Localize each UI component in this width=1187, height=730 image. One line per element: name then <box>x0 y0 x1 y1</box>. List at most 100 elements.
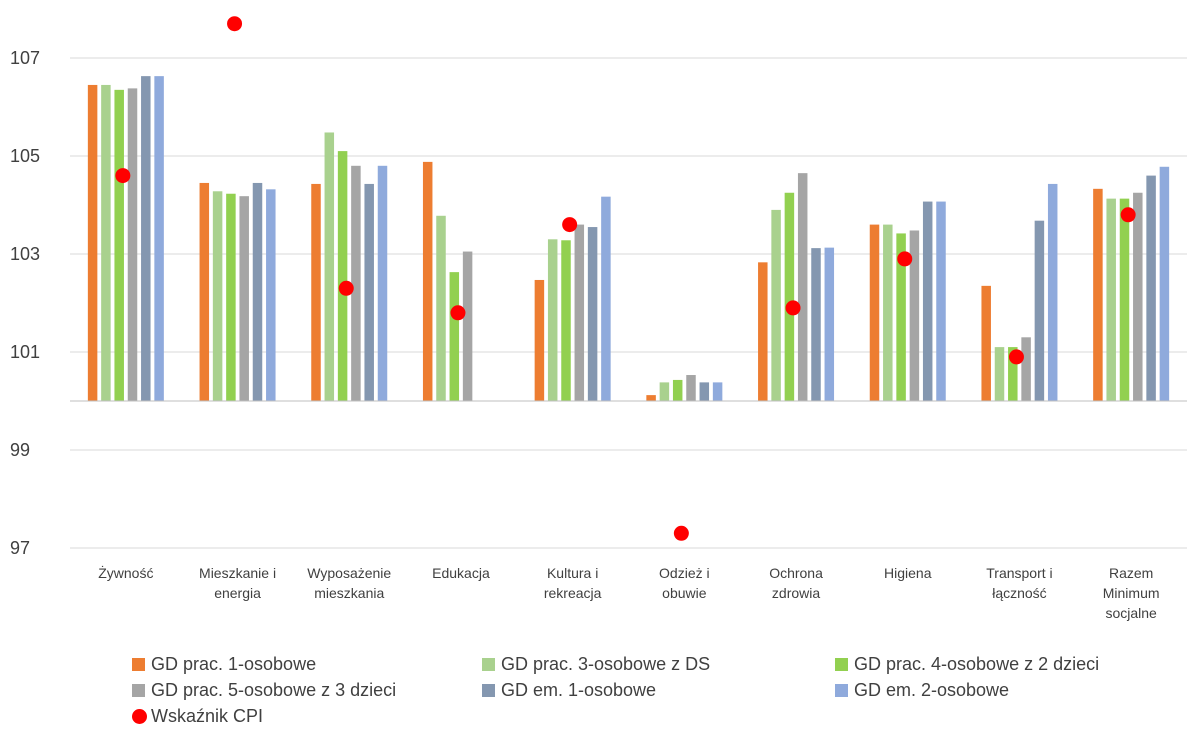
bar <box>252 182 263 401</box>
bar <box>364 183 374 401</box>
cpi-markers <box>115 16 1136 541</box>
cpi-marker <box>338 280 354 296</box>
bar <box>436 215 446 401</box>
category-labels: Żywność Mieszkanie i energia Wyposażenie mie… <box>98 564 1159 621</box>
legend-swatch <box>482 658 495 671</box>
bar <box>199 182 210 401</box>
bar <box>1093 188 1103 401</box>
category-label: rekreacja <box>544 585 602 601</box>
bar <box>758 262 768 401</box>
category-label: Wyposażenie <box>307 565 391 581</box>
legend-swatch <box>132 658 145 671</box>
bar <box>114 89 124 401</box>
category-label: Ochrona <box>769 565 823 581</box>
bar <box>883 224 893 401</box>
bar <box>449 272 460 401</box>
category-label: Odzież i <box>659 565 710 581</box>
category-label: Razem <box>1109 565 1153 581</box>
bar <box>1119 198 1130 401</box>
category-label: Mieszkanie i <box>199 565 276 581</box>
cpi-marker <box>785 300 801 316</box>
y-tick-labels: 97 99 101 103 105 107 <box>10 48 40 558</box>
legend-swatch <box>835 658 848 671</box>
bar <box>377 165 388 401</box>
bar <box>547 239 558 401</box>
cpi-marker <box>227 16 243 32</box>
bar <box>266 189 276 401</box>
bars <box>87 76 1170 402</box>
bar <box>1133 192 1143 401</box>
bar <box>154 76 164 401</box>
bar <box>1021 337 1031 401</box>
category-label: obuwie <box>662 585 707 601</box>
bar <box>771 209 781 401</box>
legend-item-gd-em-1: GD em. 1-osobowe <box>482 680 656 701</box>
bar <box>646 395 656 401</box>
legend-label: GD em. 1-osobowe <box>501 680 657 700</box>
bar <box>896 233 906 401</box>
bar <box>324 132 335 402</box>
legend-label: GD prac. 1-osobowe <box>151 654 317 674</box>
bar <box>462 251 473 401</box>
bar <box>311 183 321 401</box>
legend-label: GD em. 2-osobowe <box>854 680 1010 700</box>
bar <box>824 247 835 401</box>
legend-swatch <box>482 684 495 697</box>
bar <box>87 84 98 401</box>
legend-swatch <box>835 684 848 697</box>
category-label: Minimum <box>1103 585 1160 601</box>
bar <box>534 279 545 401</box>
category-label: Kultura i <box>547 565 598 581</box>
bar <box>1047 183 1058 401</box>
y-tick-label: 107 <box>10 48 40 68</box>
bar <box>141 76 151 401</box>
bar <box>659 382 670 401</box>
bar <box>601 196 611 401</box>
bar <box>922 201 933 401</box>
bar <box>936 201 946 401</box>
cpi-marker <box>1120 207 1136 223</box>
bar <box>351 165 361 401</box>
category-label: łączność <box>992 585 1046 601</box>
category-label: energia <box>214 585 261 601</box>
y-tick-label: 99 <box>10 440 30 460</box>
legend-item-gd-prac-4: GD prac. 4-osobowe z 2 dzieci <box>835 654 1099 675</box>
bar <box>1008 347 1018 401</box>
legend-marker <box>132 709 147 724</box>
bar <box>226 193 236 401</box>
category-label: Edukacja <box>432 565 490 581</box>
cpi-marker <box>450 305 466 321</box>
legend-item-gd-prac-5: GD prac. 5-osobowe z 3 dzieci <box>132 680 396 701</box>
bar <box>561 240 571 401</box>
y-tick-label: 103 <box>10 244 40 264</box>
bar <box>337 151 348 401</box>
legend-label: Wskaźnik CPI <box>151 706 264 726</box>
cpi-marker <box>1008 349 1024 365</box>
bar <box>1146 175 1156 401</box>
bar <box>784 192 795 401</box>
bar <box>869 224 880 401</box>
bar <box>1034 220 1045 401</box>
legend-item-gd-em-2: GD em. 2-osobowe <box>835 680 1009 701</box>
cpi-marker <box>897 251 913 267</box>
bar <box>587 227 598 401</box>
bar <box>212 191 223 401</box>
bar <box>686 375 696 401</box>
category-label: mieszkania <box>314 585 384 601</box>
bar <box>712 382 723 401</box>
legend-label: GD prac. 5-osobowe z 3 dzieci <box>151 680 397 700</box>
y-tick-label: 97 <box>10 538 30 558</box>
legend-label: GD prac. 3-osobowe z DS <box>501 654 711 674</box>
category-label: Higiena <box>884 565 932 581</box>
bar <box>101 84 111 401</box>
legend-item-gd-prac-1: GD prac. 1-osobowe <box>132 654 316 675</box>
cpi-marker <box>115 168 131 184</box>
bar <box>672 379 683 401</box>
bar-chart: 97 99 101 103 105 107 Żywność Mieszkanie i ener… <box>10 16 1187 621</box>
y-tick-label: 105 <box>10 146 40 166</box>
category-label: Transport i <box>986 565 1052 581</box>
legend-item-gd-prac-3: GD prac. 3-osobowe z DS <box>482 654 710 675</box>
bar <box>127 88 138 401</box>
bar <box>574 224 585 401</box>
bar <box>239 196 249 401</box>
